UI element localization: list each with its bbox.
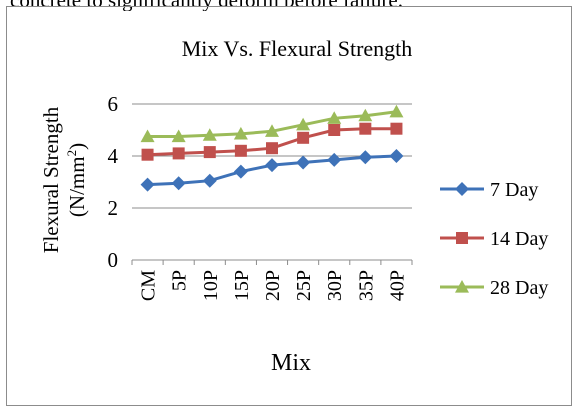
data-point [358, 108, 373, 122]
y-axis-label: Flexural Strength (N/mm2) [39, 106, 89, 253]
x-axis-ticks [131, 260, 413, 265]
data-point [296, 155, 311, 170]
legend-marker [456, 232, 468, 244]
y-axis-label-line1: Flexural Strength [39, 106, 63, 253]
x-tick-label: 20P [262, 270, 284, 301]
data-point [233, 126, 248, 140]
y-axis-label-unit-suffix: ) [65, 143, 89, 150]
legend-marker [455, 280, 469, 293]
x-tick-label: 40P [386, 270, 408, 301]
x-axis-tick-labels: CM 5P 10P 15P 20P 25P 30P 35P 40P [138, 270, 409, 301]
x-tick-label: 10P [200, 270, 222, 301]
y-tick-label: 4 [108, 144, 119, 168]
legend: 7 Day 14 Day 28 Day [440, 179, 548, 299]
data-point [389, 104, 404, 118]
y-axis-tick-labels: 0 2 4 6 [108, 92, 119, 272]
data-point [140, 129, 155, 143]
series-28-day [140, 104, 404, 143]
series-group [140, 104, 404, 192]
data-point [140, 177, 155, 192]
series-7-day [140, 149, 404, 192]
document-text-fragment: concrete to significantly deform before … [10, 0, 570, 11]
x-tick-label: 15P [231, 270, 253, 301]
x-axis-label: Mix [271, 350, 311, 376]
series-14-day [141, 122, 403, 161]
x-tick-label: 35P [355, 270, 377, 301]
data-point [327, 111, 342, 124]
data-point [233, 164, 248, 179]
data-point [390, 122, 403, 135]
data-point [171, 176, 186, 191]
data-point [234, 144, 247, 157]
data-point [171, 129, 186, 143]
data-point [202, 128, 217, 141]
y-tick-label: 6 [108, 92, 119, 116]
y-axis-label-unit-superscript: 2 [64, 150, 79, 157]
legend-item: 28 Day [440, 277, 548, 299]
x-tick-label: 5P [169, 270, 191, 291]
data-point [327, 152, 342, 167]
data-point [296, 117, 311, 131]
y-axis-label-unit-prefix: (N/mm [65, 156, 89, 217]
x-tick-label: CM [138, 270, 160, 301]
legend-item: 14 Day [440, 228, 548, 250]
data-point [141, 148, 154, 161]
legend-label: 28 Day [490, 277, 548, 299]
data-point [297, 131, 310, 144]
x-tick-label: 25P [293, 270, 315, 301]
chart-title: Mix Vs. Flexural Strength [182, 36, 413, 61]
data-point [203, 146, 216, 159]
x-tick-label: 30P [324, 270, 346, 301]
data-point [389, 149, 404, 163]
legend-label: 7 Day [490, 179, 538, 201]
y-tick-label: 2 [108, 196, 119, 220]
legend-marker [455, 182, 469, 196]
legend-item: 7 Day [440, 179, 538, 201]
data-point [359, 122, 372, 135]
y-axis-label-line2: (N/mm2) [64, 143, 89, 217]
data-point [265, 158, 279, 173]
legend-label: 14 Day [490, 228, 548, 250]
data-point [358, 150, 373, 165]
data-point [328, 124, 341, 136]
data-point [172, 147, 185, 160]
data-point [265, 124, 279, 137]
data-point [266, 142, 278, 155]
y-tick-label: 0 [108, 248, 119, 272]
data-point [202, 173, 217, 188]
